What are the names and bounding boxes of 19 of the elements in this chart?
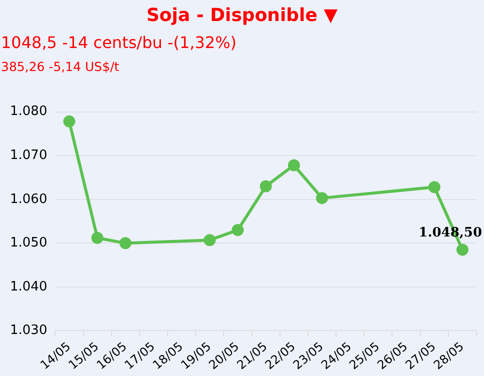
point xyxy=(232,224,244,236)
point xyxy=(119,237,132,250)
point xyxy=(91,232,104,244)
y-tick-label: 1.040 xyxy=(10,279,48,294)
y-tick-label: 1.030 xyxy=(10,323,48,338)
y-tick-label: 1.050 xyxy=(10,236,48,251)
point xyxy=(428,181,440,194)
y-tick-label: 1.070 xyxy=(10,148,48,163)
point xyxy=(260,180,272,192)
chart-subtitle: 1048,5 -14 cents/bu -(1,32%) xyxy=(1,33,237,52)
point xyxy=(288,159,300,172)
chart-title: Soja - Disponible ▼ xyxy=(145,5,339,26)
y-tick-label: 1.080 xyxy=(10,104,48,120)
point xyxy=(456,244,468,256)
point xyxy=(204,234,216,246)
point xyxy=(63,115,76,128)
point xyxy=(316,192,328,204)
text: 385,26 -5,14 US$/t xyxy=(1,59,120,74)
y-tick-label: 1.060 xyxy=(10,192,48,207)
